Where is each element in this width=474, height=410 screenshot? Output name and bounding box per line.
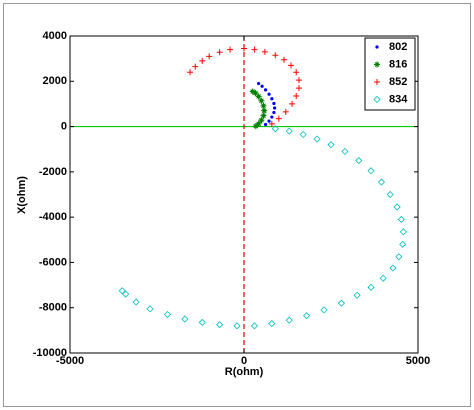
y-tick-label: 4000 <box>43 30 67 42</box>
point <box>251 46 258 53</box>
point <box>255 120 262 127</box>
point <box>267 119 271 123</box>
point <box>271 125 279 133</box>
point <box>260 112 267 119</box>
y-tick-label: -10000 <box>33 347 67 359</box>
point <box>249 88 256 95</box>
y-tick-label: -6000 <box>39 256 67 268</box>
point <box>320 306 328 314</box>
legend-label: 816 <box>389 58 407 70</box>
point <box>303 312 311 320</box>
point <box>273 106 277 110</box>
point <box>270 97 274 101</box>
point <box>255 93 262 100</box>
y-tick-label: 0 <box>61 120 67 132</box>
point <box>261 48 268 55</box>
legend-marker <box>374 61 380 68</box>
point <box>285 316 293 324</box>
point <box>146 305 154 313</box>
point <box>199 57 206 64</box>
legend-marker <box>373 95 381 104</box>
point <box>263 122 268 127</box>
y-axis-label: X(ohm) <box>16 176 28 214</box>
point <box>327 141 335 149</box>
y-tick-label: -4000 <box>39 211 67 223</box>
point <box>397 215 405 223</box>
point <box>233 322 241 330</box>
legend-label: 852 <box>389 76 407 88</box>
point <box>216 49 223 56</box>
x-tick-label: -5000 <box>56 355 84 367</box>
point <box>293 69 300 76</box>
point <box>258 117 265 124</box>
point <box>295 77 302 84</box>
point <box>389 264 397 272</box>
point <box>355 156 363 165</box>
point <box>367 167 375 175</box>
point <box>206 53 213 60</box>
point <box>282 108 289 115</box>
point <box>261 107 268 114</box>
y-tick-label: -2000 <box>39 166 67 178</box>
legend-marker <box>375 45 379 49</box>
point <box>272 52 279 59</box>
point <box>260 102 267 109</box>
point <box>252 90 259 97</box>
point <box>216 321 224 329</box>
point <box>353 291 361 299</box>
legend-label: 834 <box>389 93 408 105</box>
point <box>118 287 126 295</box>
point <box>132 298 140 306</box>
point <box>227 46 234 53</box>
point <box>268 319 276 328</box>
point <box>260 84 264 88</box>
point <box>281 56 288 63</box>
point <box>393 203 401 211</box>
point <box>163 310 172 319</box>
point <box>399 240 407 248</box>
point <box>377 178 386 186</box>
point <box>367 283 375 291</box>
x-tick-label: 0 <box>241 355 247 367</box>
point <box>198 318 206 326</box>
x-axis-label: R(ohm) <box>225 366 264 378</box>
y-tick-label: -8000 <box>39 302 67 314</box>
point <box>285 127 293 135</box>
point <box>289 100 296 107</box>
point <box>395 253 403 261</box>
point <box>295 85 302 92</box>
point <box>272 110 276 115</box>
point <box>337 299 346 307</box>
point <box>270 115 274 119</box>
point <box>263 88 268 92</box>
point <box>122 290 130 298</box>
legend-label: 802 <box>389 41 407 53</box>
point <box>386 190 394 199</box>
point <box>252 123 259 130</box>
point <box>341 147 349 156</box>
point <box>268 120 275 127</box>
point <box>258 97 265 104</box>
point <box>293 93 300 100</box>
point <box>267 92 271 96</box>
point <box>379 274 387 282</box>
legend-box <box>364 37 416 111</box>
point <box>257 81 261 86</box>
point <box>192 63 199 70</box>
y-tick-label: 2000 <box>43 75 67 87</box>
point <box>275 115 282 122</box>
point <box>299 130 307 139</box>
point <box>313 135 321 143</box>
axes-box <box>69 35 419 354</box>
x-tick-label: 5000 <box>406 355 430 367</box>
point <box>241 45 247 52</box>
point <box>187 69 194 76</box>
point <box>181 315 189 323</box>
legend-marker <box>374 79 380 85</box>
point <box>399 228 407 236</box>
point <box>250 322 259 330</box>
point <box>272 101 276 106</box>
point <box>287 62 294 69</box>
